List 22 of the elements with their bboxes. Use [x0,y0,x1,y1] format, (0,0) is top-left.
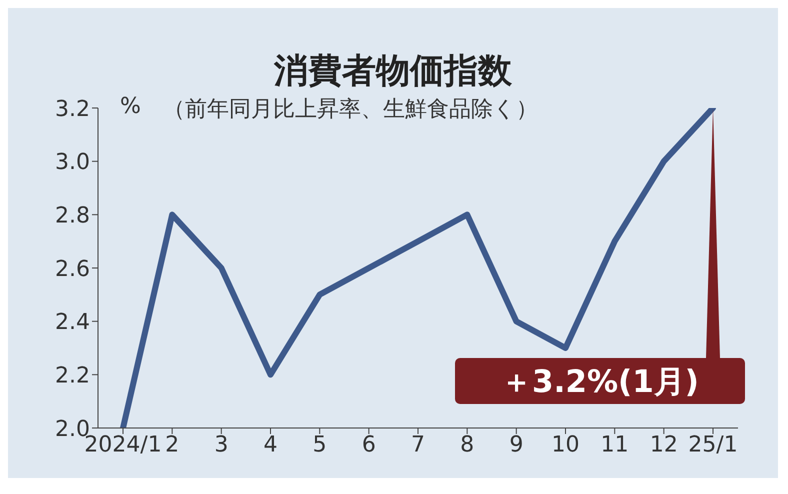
x-tick-label: 25/1 [688,432,738,458]
y-tick-label: 3.0 [55,150,90,176]
y-tick-label: 2.2 [55,363,90,388]
x-tick-label: 5 [312,432,327,458]
y-tick-label: 2.4 [55,310,90,336]
y-axis-title: % [120,94,141,119]
x-tick-label: 3 [214,432,228,458]
y-tick-label: 2.6 [55,256,90,282]
x-tick-label: 12 [650,432,678,458]
annotation: ＋3.2%(1月) [501,364,699,400]
y-tick-label: 3.2 [55,96,90,122]
x-tick-label: 8 [460,432,474,458]
x-tick-label: 7 [411,432,425,458]
x-tick-label: 2 [165,432,180,458]
y-tick-label: 2.8 [55,203,90,228]
chart-subtitle: （前年同月比上昇率、生鮮食品除く） [163,96,538,124]
x-tick-label: 4 [264,432,278,458]
chart-title: 消費者物価指数 [272,50,513,93]
x-tick-label: 11 [600,432,629,458]
x-tick-label: 6 [362,432,376,458]
x-tick-label: 9 [509,432,524,458]
x-tick-label: 10 [552,432,580,458]
